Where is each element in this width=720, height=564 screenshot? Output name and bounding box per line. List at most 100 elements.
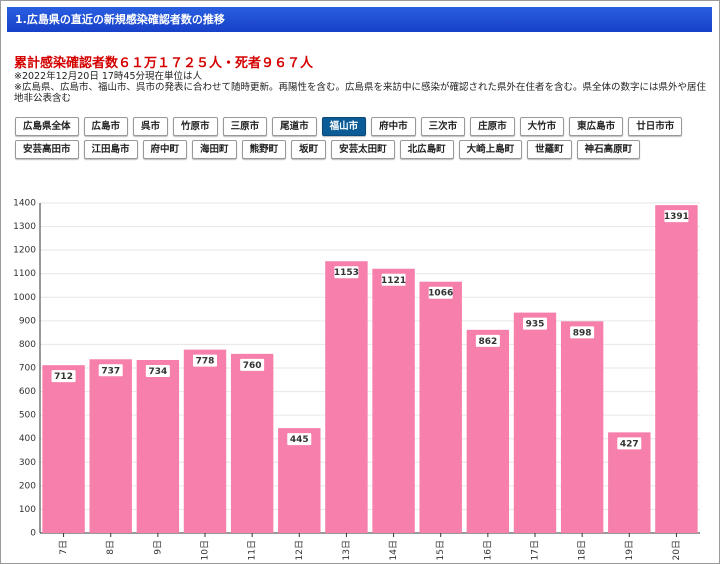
chart: 0 100 200 300 400 500 600 700 800 900 1000 1100 1200… bbox=[13, 199, 700, 560]
city-button[interactable]: 竹原市 bbox=[173, 117, 218, 136]
value-label: 427 bbox=[620, 439, 639, 449]
x-tick-label: 18日 bbox=[577, 540, 588, 560]
bar bbox=[325, 261, 368, 533]
bar bbox=[42, 365, 85, 533]
button-bar: 広島県全体 広島市 呉市 竹原市 三原市 尾道市 福山市 府中市 三次市 庄原市 大竹市 東広島市 廿日… bbox=[15, 117, 705, 159]
y-tick-label: 900 bbox=[19, 316, 36, 326]
x-tick-label: 17日 bbox=[530, 540, 541, 560]
value-label: 445 bbox=[290, 435, 309, 445]
y-tick-label: 1400 bbox=[13, 199, 36, 209]
note: ※広島県、広島市、福山市、呉市の発表に合わせて随時更新。再陽性を含む。広島県を来… bbox=[14, 82, 706, 104]
y-tick-label: 1000 bbox=[13, 293, 36, 303]
city-button[interactable]: 尾道市 bbox=[272, 117, 317, 136]
value-label-group: 778 bbox=[193, 354, 217, 367]
value-label-group: 935 bbox=[523, 317, 547, 330]
city-button[interactable]: 海田町 bbox=[192, 140, 237, 159]
value-label-box bbox=[523, 317, 547, 330]
y-tick-label: 600 bbox=[19, 387, 36, 397]
x-tick-label: 8日 bbox=[105, 540, 116, 555]
value-label: 737 bbox=[101, 366, 120, 376]
bar bbox=[136, 359, 180, 533]
city-button[interactable]: 三原市 bbox=[222, 117, 268, 136]
x-tick-label: 11日 bbox=[247, 540, 258, 560]
value-label-box bbox=[287, 433, 312, 446]
value-label-box bbox=[193, 354, 217, 367]
value-label: 935 bbox=[526, 320, 545, 330]
value-label: 734 bbox=[148, 367, 167, 377]
value-label-group: 712 bbox=[51, 370, 76, 383]
value-label-group: 1066 bbox=[428, 286, 453, 299]
city-button[interactable]: 坂町 bbox=[291, 140, 327, 159]
value-label-box bbox=[570, 326, 595, 339]
value-label-group: 1153 bbox=[334, 266, 359, 279]
value-label-group: 734 bbox=[145, 364, 170, 377]
note: ※2022年12月20日 17時45分現在単位は人 bbox=[14, 71, 203, 82]
y-tick-label: 1200 bbox=[13, 246, 36, 256]
city-button[interactable]: 広島市 bbox=[83, 117, 129, 136]
y-tick-label: 800 bbox=[19, 340, 36, 350]
bar bbox=[230, 353, 274, 533]
value-label: 778 bbox=[196, 357, 215, 367]
value-label: 1121 bbox=[381, 276, 406, 286]
bar bbox=[89, 359, 132, 533]
bar bbox=[655, 205, 698, 533]
x-tick-label: 9日 bbox=[152, 540, 163, 555]
city-button[interactable]: 三次市 bbox=[420, 117, 466, 136]
value-label-box bbox=[617, 437, 642, 450]
city-button[interactable]: 江田島市 bbox=[83, 140, 138, 159]
city-button[interactable]: 大崎上島町 bbox=[458, 140, 523, 159]
x-tick-label: 15日 bbox=[435, 540, 446, 560]
value-label: 1066 bbox=[428, 289, 453, 299]
value-label-box bbox=[664, 210, 689, 223]
x-tick-label: 7日 bbox=[58, 540, 69, 555]
value-label-box bbox=[381, 273, 406, 286]
y-tick-label: 400 bbox=[19, 434, 36, 444]
city-button[interactable]: 東広島市 bbox=[569, 117, 624, 136]
value-label-box bbox=[334, 266, 359, 279]
value-label: 1391 bbox=[664, 212, 689, 222]
value-label-group: 445 bbox=[287, 433, 312, 446]
value-label-group: 862 bbox=[475, 334, 500, 347]
x-tick-label: 13日 bbox=[341, 540, 352, 560]
value-label-box bbox=[475, 334, 500, 347]
city-button[interactable]: 世羅町 bbox=[527, 140, 572, 159]
city-button[interactable]: 庄原市 bbox=[470, 117, 515, 136]
city-button[interactable]: 熊野町 bbox=[241, 140, 287, 159]
city-button[interactable]: 大竹市 bbox=[519, 117, 565, 136]
city-button[interactable]: 府中町 bbox=[142, 140, 188, 159]
y-tick-label: 1100 bbox=[13, 269, 36, 279]
y-tick-label: 100 bbox=[19, 505, 36, 515]
city-button[interactable]: 府中市 bbox=[371, 117, 416, 136]
value-label-group: 1391 bbox=[664, 210, 689, 223]
bar bbox=[183, 349, 227, 533]
city-button[interactable]: 廿日市市 bbox=[628, 117, 683, 136]
x-tick-label: 19日 bbox=[624, 540, 635, 560]
header-title: 1.広島県の直近の新規感染確認者数の推移 bbox=[7, 7, 712, 32]
value-label: 760 bbox=[243, 361, 262, 371]
value-label-group: 760 bbox=[240, 358, 265, 371]
x-tick-label: 20日 bbox=[671, 540, 682, 560]
city-button[interactable]: 神石高原町 bbox=[576, 140, 641, 159]
city-button[interactable]: 北広島町 bbox=[399, 140, 454, 159]
value-label-box bbox=[240, 358, 265, 371]
bar bbox=[278, 428, 321, 533]
x-tick-label: 12日 bbox=[294, 540, 305, 560]
value-label-group: 898 bbox=[570, 326, 595, 339]
y-tick-label: 300 bbox=[19, 458, 36, 468]
city-button[interactable]: 広島県全体 bbox=[15, 117, 79, 136]
city-button[interactable]: 安芸高田市 bbox=[15, 140, 79, 159]
value-label-box bbox=[51, 370, 76, 383]
value-label-group: 427 bbox=[617, 437, 642, 450]
value-label-box bbox=[145, 364, 170, 377]
value-label: 1153 bbox=[334, 268, 359, 278]
value-label-box bbox=[98, 364, 123, 377]
city-button[interactable]: 呉市 bbox=[133, 117, 169, 136]
value-label-group: 1121 bbox=[381, 273, 406, 286]
y-tick-label: 1300 bbox=[13, 222, 36, 232]
city-button[interactable]: 福山市 bbox=[321, 117, 367, 136]
city-button[interactable]: 安芸太田町 bbox=[331, 140, 395, 159]
value-label-box bbox=[428, 286, 453, 299]
y-tick-label: 700 bbox=[19, 364, 36, 374]
bar bbox=[419, 281, 462, 533]
